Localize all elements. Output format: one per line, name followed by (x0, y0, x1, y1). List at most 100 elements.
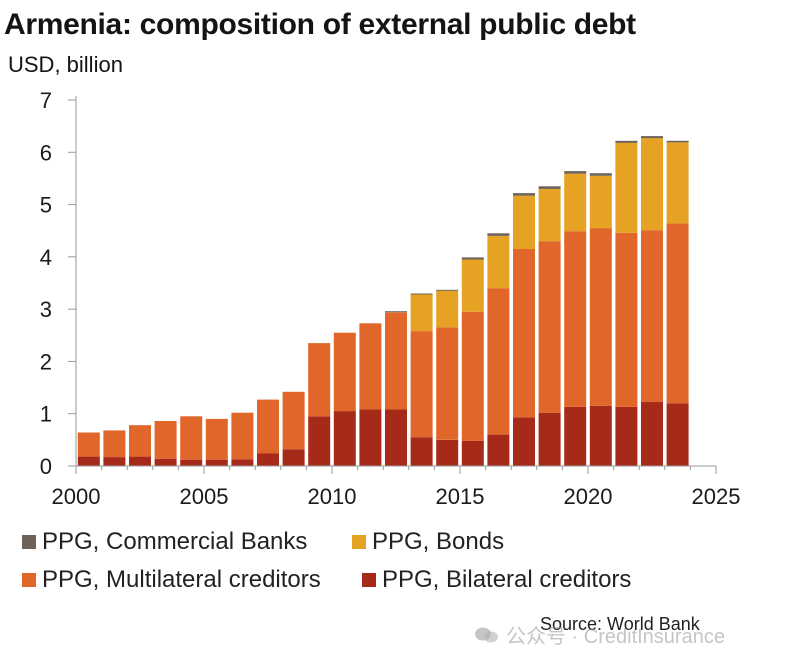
y-tick-label-2: 2 (40, 349, 52, 374)
bar-2012-series-1 (385, 312, 407, 410)
bar-2017-series-2 (513, 195, 535, 249)
wechat-icon (475, 627, 498, 642)
bar-2000-series-1 (77, 432, 100, 457)
legend-label-multilateral: PPG, Multilateral creditors (42, 566, 321, 593)
bar-2006-series-1 (231, 412, 254, 460)
bar-2023-series-0 (666, 403, 689, 466)
bar-2015-series-3 (461, 257, 484, 260)
bar-2015-series-0 (461, 440, 484, 466)
watermark: 公众号 · CreditInsurance (474, 620, 725, 649)
bar-2002-series-1 (129, 425, 151, 457)
bar-2014-series-2 (436, 290, 459, 328)
bar-2007-series-1 (257, 399, 279, 454)
bar-2021-series-2 (615, 142, 638, 233)
bar-2011-series-0 (359, 409, 382, 466)
bar-2004-series-1 (180, 416, 203, 460)
legend-swatch-bilateral (362, 573, 376, 587)
bar-2010-series-0 (333, 411, 356, 466)
bar-2006-series-0 (231, 459, 254, 466)
bar-2021-series-0 (615, 406, 638, 466)
bar-2020-series-2 (589, 175, 612, 229)
bar-2016-series-1 (487, 288, 510, 435)
bar-2020-series-0 (589, 405, 612, 466)
bar-2001-series-1 (103, 430, 126, 458)
bar-2009-series-0 (308, 416, 331, 466)
bar-2022-series-1 (641, 230, 663, 402)
bar-2003-series-1 (154, 421, 177, 459)
bar-2021-series-1 (615, 232, 638, 407)
bar-2013-series-0 (410, 437, 433, 466)
source-note: Source: World Bank (540, 614, 700, 634)
y-tick-label-4: 4 (40, 245, 52, 270)
bar-2004-series-0 (180, 459, 203, 466)
bar-2022-series-2 (641, 138, 663, 231)
bar-2000-series-0 (77, 456, 100, 466)
legend-label-commercial-banks: PPG, Commercial Banks (42, 528, 308, 555)
legend-item-multilateral: PPG, Multilateral creditors (22, 566, 321, 594)
bar-2017-series-3 (513, 193, 535, 196)
chart-title: Armenia: composition of external public … (4, 8, 636, 41)
bar-2015-series-1 (461, 311, 484, 441)
bar-2018-series-0 (538, 412, 561, 466)
bar-2009-series-1 (308, 343, 331, 417)
x-tick-label-2005: 2005 (180, 484, 229, 509)
x-tick-label-2025: 2025 (692, 484, 741, 509)
legend-item-commercial-banks: PPG, Commercial Banks (22, 528, 307, 556)
bar-2020-series-1 (589, 228, 612, 406)
x-tick-label-2020: 2020 (564, 484, 613, 509)
bar-2008-series-0 (282, 449, 305, 466)
legend-item-bilateral: PPG, Bilateral creditors (362, 566, 631, 594)
y-tick-label-1: 1 (40, 402, 52, 427)
bar-2001-series-0 (103, 457, 126, 466)
bar-2012-series-3 (385, 311, 407, 313)
bar-2015-series-2 (461, 259, 484, 312)
legend-swatch-bonds (352, 535, 366, 549)
y-tick-label-5: 5 (40, 193, 52, 218)
bar-2016-series-3 (487, 233, 510, 236)
x-tick-label-2010: 2010 (308, 484, 357, 509)
bar-2019-series-0 (564, 406, 587, 466)
y-tick-label-3: 3 (40, 297, 52, 322)
bar-2017-series-1 (513, 249, 535, 418)
legend-item-bonds: PPG, Bonds (352, 528, 504, 556)
bar-2002-series-0 (129, 456, 151, 466)
bar-2011-series-1 (359, 323, 382, 410)
bar-2018-series-3 (538, 186, 561, 189)
bar-2018-series-2 (538, 188, 561, 242)
y-tick-label-6: 6 (40, 140, 52, 165)
legend-swatch-multilateral (22, 573, 36, 587)
bar-2016-series-0 (487, 434, 510, 466)
bar-2022-series-3 (641, 136, 663, 139)
bar-2003-series-0 (154, 458, 177, 466)
bar-2019-series-2 (564, 173, 587, 232)
bar-2021-series-3 (615, 140, 638, 143)
bar-2007-series-0 (257, 453, 279, 466)
bar-2023-series-1 (666, 223, 689, 404)
bar-2014-series-0 (436, 439, 459, 466)
bar-2013-series-3 (410, 293, 433, 295)
bar-2022-series-0 (641, 401, 663, 466)
bar-2013-series-1 (410, 331, 433, 438)
y-tick-label-7: 7 (40, 88, 52, 113)
bar-2008-series-1 (282, 391, 305, 450)
y-axis-unit-label: USD, billion (8, 52, 123, 77)
bar-2016-series-2 (487, 235, 510, 289)
x-tick-label-2015: 2015 (436, 484, 485, 509)
bar-2005-series-1 (205, 418, 228, 460)
bar-2020-series-3 (589, 173, 612, 176)
x-tick-label-2000: 2000 (52, 484, 101, 509)
y-tick-label-0: 0 (40, 454, 52, 479)
bar-2010-series-1 (333, 332, 356, 412)
legend-swatch-commercial-banks (22, 535, 36, 549)
bar-2023-series-2 (666, 142, 689, 224)
bar-2012-series-0 (385, 409, 407, 466)
bar-2023-series-3 (666, 140, 689, 143)
legend-label-bonds: PPG, Bonds (372, 528, 505, 555)
legend-label-bilateral: PPG, Bilateral creditors (382, 566, 632, 593)
bar-2018-series-1 (538, 241, 561, 413)
bar-2019-series-1 (564, 231, 587, 407)
bar-2019-series-3 (564, 171, 587, 174)
watermark-text: 公众号 · CreditInsurance (506, 626, 725, 648)
bar-2014-series-3 (436, 289, 459, 291)
